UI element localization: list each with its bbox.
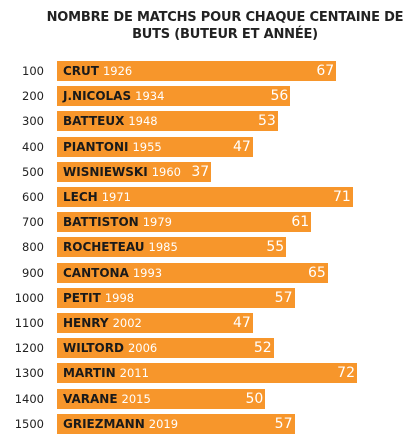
scorer-name: LECH — [63, 190, 98, 204]
y-tick-label: 500 — [22, 164, 44, 179]
bar-value-label: 47 — [233, 138, 251, 155]
bar-value-label: 57 — [274, 289, 293, 306]
y-tick-label: 600 — [22, 190, 44, 204]
bar-value-label: 55 — [266, 239, 285, 256]
bar-value-label: 47 — [233, 315, 251, 331]
scorer-name: PIANTONI — [63, 139, 129, 154]
y-tick-label: 300 — [22, 114, 44, 129]
y-tick-label: 900 — [22, 265, 44, 280]
y-tick-label: 100 — [22, 64, 44, 78]
y-tick-label: 1400 — [14, 391, 44, 406]
scorer-year: 2019 — [148, 416, 179, 431]
y-tick-label: 1100 — [14, 316, 44, 330]
scorer-name: J.NICOLAS — [63, 89, 132, 104]
bar — [57, 313, 253, 333]
bar — [57, 413, 295, 434]
bar-label: BATTISTON 1979 — [63, 212, 172, 232]
bar-value-label: 37 — [191, 163, 210, 180]
scorer-name: GRIEZMANN — [63, 416, 145, 431]
bar-label: CRUT 1926 — [63, 61, 132, 81]
bar-value-label: 57 — [274, 415, 293, 432]
bar-label: HENRY 2002 — [63, 313, 142, 333]
bar-label: J.NICOLAS 1934 — [63, 86, 164, 106]
bar-label: BATTEUX 1948 — [63, 111, 158, 131]
y-tick-label: 400 — [22, 139, 44, 154]
bar-label: PETIT 1998 — [63, 288, 134, 308]
scorer-year: 1948 — [128, 114, 158, 129]
bar — [57, 161, 212, 182]
bar — [57, 111, 278, 132]
bar-label: VARANE 2015 — [63, 389, 151, 409]
scorer-name: BATTISTON — [63, 215, 139, 230]
bar — [57, 61, 337, 81]
y-tick-label: 1000 — [14, 290, 44, 305]
y-tick-label: 200 — [22, 89, 44, 104]
bar-label: WILTORD 2006 — [63, 338, 157, 358]
bar-label: GRIEZMANN 2019 — [63, 414, 178, 434]
bar-value-label: 71 — [333, 189, 351, 205]
bar — [57, 212, 312, 233]
bar-value-label: 56 — [270, 88, 289, 105]
scorer-name: MARTIN — [63, 366, 116, 381]
bar-label: MARTIN 2011 — [63, 363, 149, 383]
chart-title-line-1: NOMBRE DE MATCHS POUR CHAQUE CENTAINE DE — [46, 10, 404, 25]
scorer-year: 1998 — [104, 290, 135, 305]
y-tick-label: 1500 — [14, 416, 44, 431]
y-tick-label: 700 — [22, 215, 44, 230]
bar — [57, 388, 266, 409]
chart-title: NOMBRE DE MATCHS POUR CHAQUE CENTAINE DE… — [40, 9, 410, 43]
bar — [57, 262, 328, 283]
scorer-name: BATTEUX — [63, 114, 125, 129]
scorer-name: WISNIEWSKI — [63, 164, 148, 179]
scorer-name: HENRY — [63, 316, 109, 330]
bar — [57, 237, 287, 258]
bar — [57, 187, 353, 207]
bar-label: PIANTONI 1955 — [63, 137, 162, 157]
chart-title-line-2: BUTS (BUTEUR ET ANNÉE) — [132, 27, 318, 42]
y-tick-label: 1300 — [14, 366, 44, 381]
scorer-name: ROCHETEAU — [63, 240, 145, 255]
scorer-year: 2002 — [112, 316, 142, 330]
scorer-year: 1993 — [132, 265, 163, 280]
scorer-year: 1971 — [101, 190, 131, 204]
bar-value-label: 52 — [253, 340, 272, 357]
bar-value-label: 72 — [337, 365, 355, 382]
bar — [57, 136, 253, 157]
bar-label: LECH 1971 — [63, 187, 131, 207]
scorer-year: 2011 — [119, 366, 149, 381]
scorer-year: 1955 — [132, 139, 162, 154]
scorer-year: 1960 — [151, 164, 181, 179]
scorer-name: CANTONA — [63, 265, 129, 280]
bar-label: WISNIEWSKI 1960 — [63, 162, 181, 182]
bar — [57, 363, 357, 384]
scorer-name: VARANE — [63, 391, 118, 406]
bar — [57, 338, 274, 359]
y-tick-label: 800 — [22, 240, 44, 255]
scorer-year: 1926 — [102, 64, 133, 78]
bar-value-label: 61 — [291, 214, 310, 231]
scorer-name: PETIT — [63, 290, 101, 305]
bar — [57, 86, 291, 107]
bar-value-label: 53 — [258, 113, 276, 130]
scorer-year: 1934 — [135, 89, 165, 104]
scorer-year: 1979 — [142, 215, 172, 230]
scorer-name: WILTORD — [63, 341, 124, 356]
scorer-name: CRUT — [63, 64, 99, 78]
bar-label: CANTONA 1993 — [63, 263, 162, 283]
bar-value-label: 65 — [308, 264, 326, 281]
bar-label: ROCHETEAU 1985 — [63, 237, 178, 257]
scorer-year: 2015 — [121, 391, 151, 406]
bar — [57, 287, 295, 308]
y-tick-label: 1200 — [14, 341, 44, 356]
scorer-year: 1985 — [148, 240, 178, 255]
scorer-year: 2006 — [127, 341, 158, 356]
bar-value-label: 67 — [316, 63, 335, 79]
bar-value-label: 50 — [245, 390, 264, 407]
